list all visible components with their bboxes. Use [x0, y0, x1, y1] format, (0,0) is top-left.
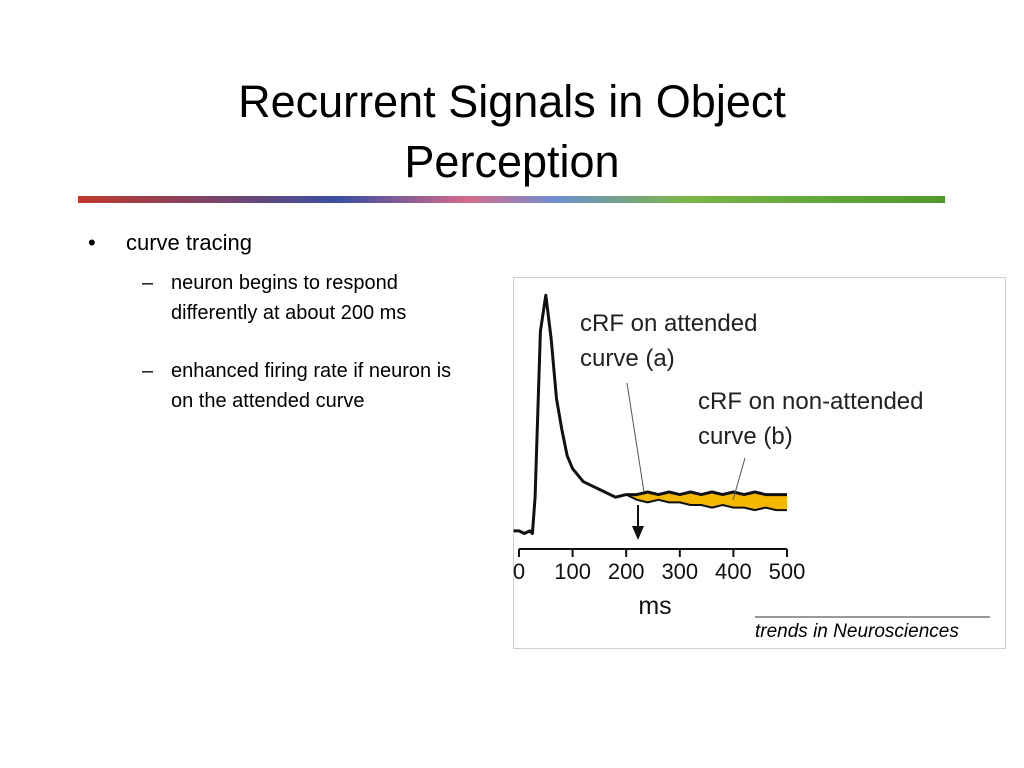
figure-frame	[513, 277, 1006, 649]
annotation: cRF on attended	[580, 310, 757, 337]
x-tick-label: 500	[769, 559, 806, 584]
annotation-pointer	[626, 382, 645, 493]
onset-arrowhead	[632, 526, 644, 540]
x-tick-label: 200	[608, 559, 645, 584]
x-tick-label: 100	[554, 559, 591, 584]
x-tick-label: 300	[661, 559, 698, 584]
bullet-list: curve tracing neuron begins to respond d…	[88, 230, 480, 444]
sub-bullet: enhanced firing rate if neuron is on the…	[126, 356, 471, 416]
slide-title: Recurrent Signals in Object Perception	[238, 76, 786, 187]
series-line	[513, 294, 787, 535]
sub-bullet-list: neuron begins to respond differently at …	[126, 268, 480, 416]
x-axis-label: ms	[638, 592, 671, 620]
source: trends in Neurosciences	[755, 621, 959, 642]
bullet: curve tracing neuron begins to respond d…	[88, 230, 480, 416]
annotation: cRF on non-attended	[698, 388, 923, 415]
annotation: curve (b)	[698, 423, 793, 450]
title-rule	[78, 196, 945, 203]
x-tick-label: 400	[715, 559, 752, 584]
sub-bullet: neuron begins to respond differently at …	[126, 268, 471, 328]
annotation-pointer	[732, 457, 746, 501]
bullet-text: curve tracing	[126, 230, 252, 255]
x-tick-label: 0	[513, 559, 525, 584]
annotation: curve (a)	[580, 345, 675, 372]
